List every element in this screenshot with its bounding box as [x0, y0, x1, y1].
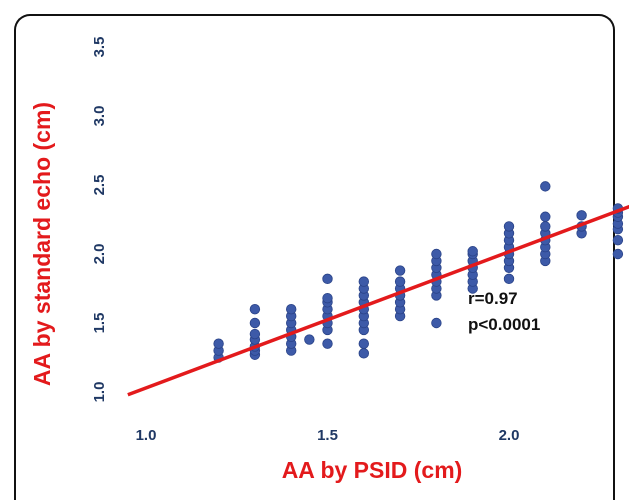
data-point [431, 317, 442, 329]
data-point [249, 317, 261, 329]
data-points [213, 181, 624, 363]
data-point [322, 338, 333, 349]
x-tick-label: 1.0 [136, 427, 157, 444]
data-point [431, 248, 442, 260]
data-point [249, 328, 261, 340]
y-axis-title: AA by standard echo (cm) [29, 102, 55, 386]
data-point [467, 246, 478, 257]
y-tick-label: 3.5 [91, 37, 108, 58]
data-point [358, 338, 370, 349]
data-point [322, 273, 333, 285]
y-tick-label: 1.5 [91, 313, 108, 334]
data-point [612, 248, 624, 260]
data-point [503, 273, 515, 285]
data-point [540, 211, 551, 222]
scatter-chart: 1.0 1.5 2.0 2.5 3.0 3.5 1.0 1.5 2.0 2.5 3.0 3.5 r=… [29, 37, 629, 483]
data-point [503, 221, 515, 232]
data-point [358, 276, 370, 287]
annotation-r: r=0.97 [468, 289, 518, 308]
data-point [394, 276, 406, 287]
data-point [304, 334, 315, 345]
y-tick-label: 2.0 [91, 244, 108, 265]
annotation-p: p<0.0001 [468, 315, 540, 334]
x-tick-label: 2.0 [499, 427, 520, 444]
data-point [576, 210, 587, 221]
data-point [358, 348, 370, 359]
data-point [213, 338, 224, 349]
data-point [612, 234, 624, 246]
y-tick-label: 2.5 [91, 175, 108, 196]
data-point [540, 221, 551, 232]
data-point [322, 292, 333, 304]
x-tick-label: 1.5 [317, 427, 338, 444]
y-tick-label: 1.0 [91, 382, 108, 403]
x-axis-title: AA by PSID (cm) [282, 457, 463, 483]
data-point [286, 304, 297, 315]
data-point [249, 304, 261, 315]
data-point [540, 181, 551, 192]
y-tick-label: 3.0 [91, 106, 108, 127]
regression-line [127, 204, 629, 397]
data-point [394, 265, 406, 276]
y-axis: 1.0 1.5 2.0 2.5 3.0 3.5 [91, 37, 108, 403]
x-axis: 1.01.52.02.53.03.5 [136, 427, 520, 444]
